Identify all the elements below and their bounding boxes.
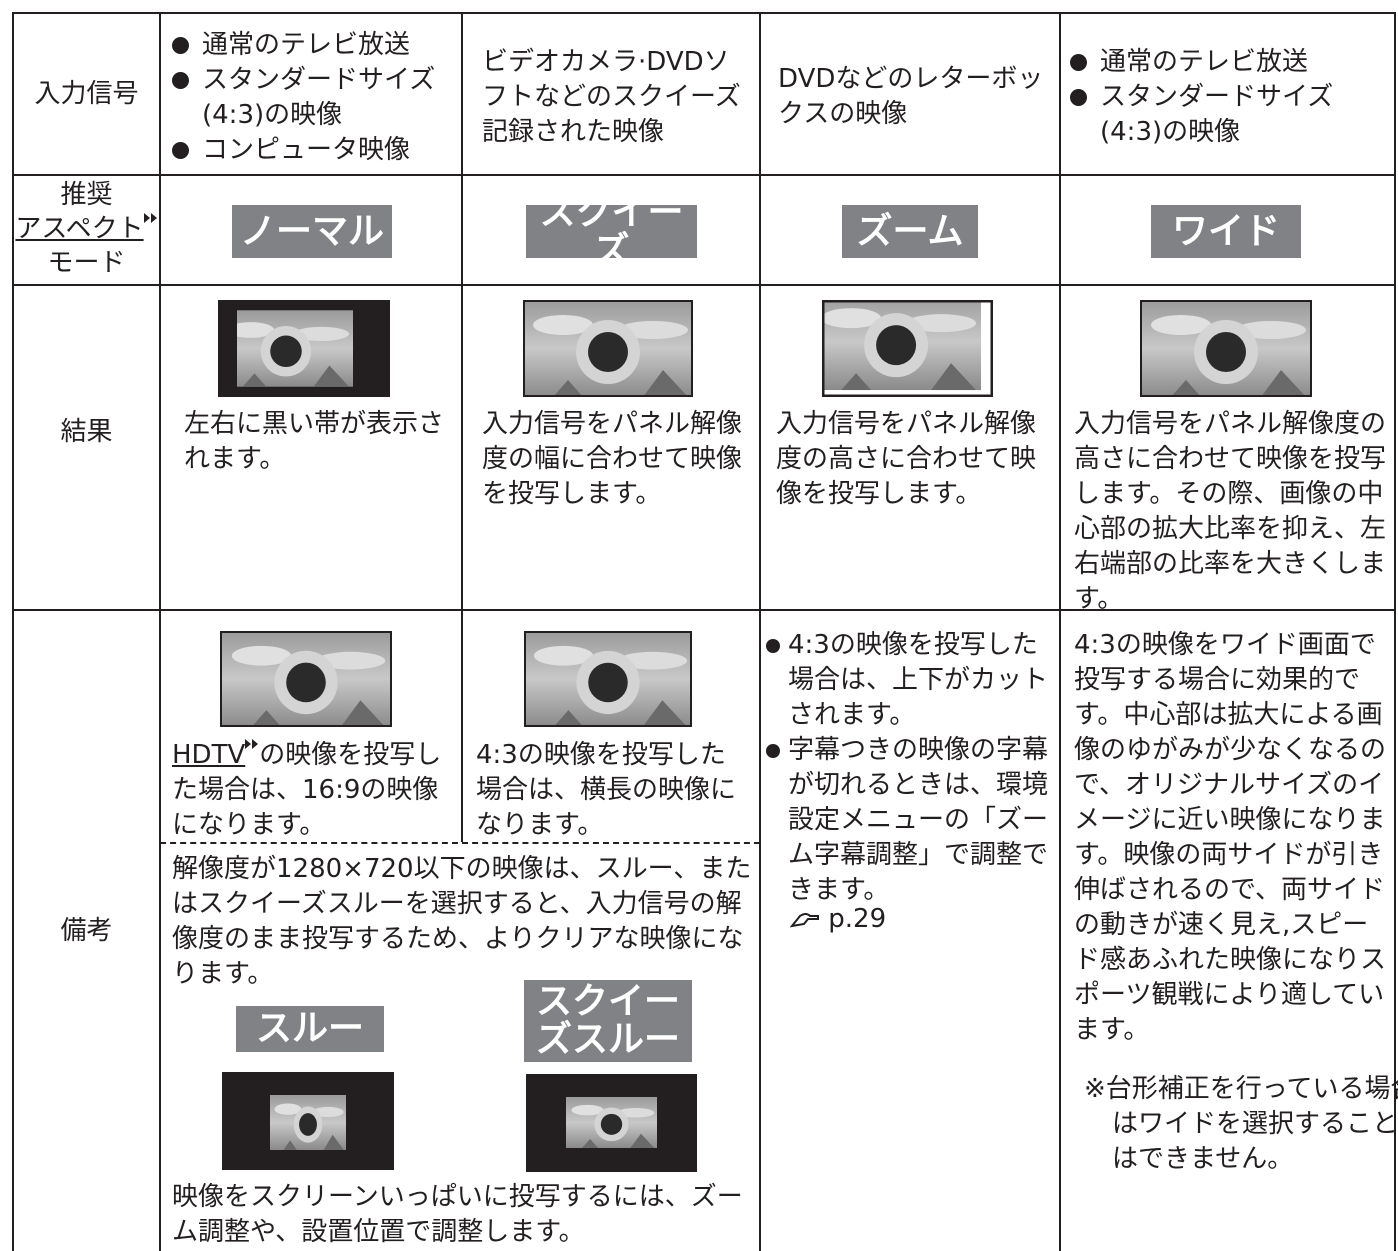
row-label: 入力信号: [34, 78, 139, 109]
bullet: 通常のテレビ放送: [1068, 45, 1388, 80]
dashed-line: [160, 842, 760, 844]
bullet-list: 4:3の映像を投写した場合は、上下がカットされます。 字幕つきの映像の字幕が切れ…: [766, 628, 1054, 908]
cell-text: 左右に黒い帯が表示されます。: [184, 409, 445, 474]
border: [12, 12, 14, 1251]
image: [1140, 300, 1312, 397]
row-label: 推奨 アスペクト モード: [14, 178, 159, 280]
row-label: 備考: [60, 915, 113, 946]
cell-text: 映像をスクリーンいっぱいに投写するには、ズーム調整や、設置位置で調整します。: [172, 1182, 743, 1247]
image: [524, 631, 692, 727]
image: [222, 1072, 394, 1170]
mode-badge: スクイーズスルー: [524, 980, 692, 1062]
cell-text: 入力信号をパネル解像度の高さに合わせて映像を投写します。: [776, 409, 1037, 509]
cell-text: 4:3の映像を投写した場合は、横長の映像になります。: [476, 740, 737, 840]
cell-text: 解像度が1280×720以下の映像は、スルー、またはスクイーズスルーを選択すると…: [172, 854, 752, 989]
row-line: [12, 284, 1396, 286]
bullet: 通常のテレビ放送: [170, 28, 460, 63]
mode-badge: ノーマル: [232, 205, 392, 258]
label-line: モード: [47, 248, 126, 278]
bullet: スタンダードサイズ(4:3)の映像: [170, 63, 460, 133]
link[interactable]: アスペクト: [15, 214, 144, 244]
caution: ※台形補正を行っている場合はワイドを選択することはできません。: [1084, 1074, 1398, 1174]
bullet-list: 通常のテレビ放送 スタンダードサイズ(4:3)の映像: [1068, 45, 1388, 150]
bullet-text: コンピュータ映像: [202, 135, 411, 165]
bullet-text: スタンダードサイズ(4:3)の映像: [202, 65, 436, 130]
label-line: 推奨: [60, 180, 113, 210]
bullet-list: 通常のテレビ放送 スタンダードサイズ(4:3)の映像 コンピュータ映像: [170, 28, 460, 168]
bullet-text: 4:3の映像を投写した場合は、上下がカットされます。: [788, 630, 1049, 730]
bullet-text: 通常のテレビ放送: [202, 30, 411, 60]
bullet-text: 字幕つきの映像の字幕が切れるときは、環境設定メニューの「ズーム字幕調整」で調整で…: [788, 735, 1049, 905]
mode-badge: スクイーズ: [526, 193, 697, 269]
label-line: アスペクト: [14, 212, 159, 246]
image: [523, 300, 693, 397]
border: [12, 12, 1396, 14]
mode-badge: ワイド: [1151, 205, 1301, 258]
link-icon: [143, 213, 157, 223]
row-line: [12, 609, 1396, 611]
col-line: [1059, 12, 1061, 1251]
row-label: 結果: [60, 416, 113, 447]
ref-text: p.29: [828, 904, 887, 934]
link-icon: [245, 739, 259, 749]
cell-text: 4:3の映像をワイド画面で投写する場合に効果的です。中心部は拡大による画像のゆが…: [1074, 630, 1387, 1045]
bullet: 4:3の映像を投写した場合は、上下がカットされます。: [766, 628, 1054, 733]
mode-badge: ズーム: [842, 205, 978, 258]
cell-text: ビデオカメラ·DVDソフトなどのスクイーズ記録された映像: [482, 47, 741, 147]
page-ref[interactable]: p.29: [789, 902, 887, 937]
bullet: スタンダードサイズ(4:3)の映像: [1068, 80, 1388, 150]
link[interactable]: HDTV: [172, 740, 246, 770]
border: [1394, 12, 1396, 1251]
bullet: コンピュータ映像: [170, 133, 460, 168]
bullet-text: 通常のテレビ放送: [1100, 47, 1309, 77]
image: [822, 300, 993, 397]
bullet: 字幕つきの映像の字幕が切れるときは、環境設定メニューの「ズーム字幕調整」で調整で…: [766, 733, 1054, 908]
col-line: [159, 12, 161, 1251]
row-line: [12, 174, 1396, 176]
cell-text: DVDなどのレターボックスの映像: [778, 64, 1044, 129]
bullet-text: スタンダードサイズ(4:3)の映像: [1100, 82, 1334, 147]
image: [218, 300, 390, 397]
cell-text: 入力信号をパネル解像度の高さに合わせて映像を投写します。その際、画像の中心部の拡…: [1074, 409, 1387, 614]
col-line: [759, 12, 761, 1251]
cell-text: HDTV の映像を投写した場合は、16:9の映像になります。: [172, 738, 457, 843]
image: [220, 631, 392, 727]
col-line: [461, 12, 463, 842]
ref-icon: [789, 912, 819, 927]
note-text: の映像を投写した場合は、16:9の映像になります。: [172, 740, 442, 840]
cell-text: 入力信号をパネル解像度の幅に合わせて映像を投写します。: [482, 409, 743, 509]
mode-badge: スルー: [236, 1006, 384, 1052]
image: [526, 1074, 697, 1172]
